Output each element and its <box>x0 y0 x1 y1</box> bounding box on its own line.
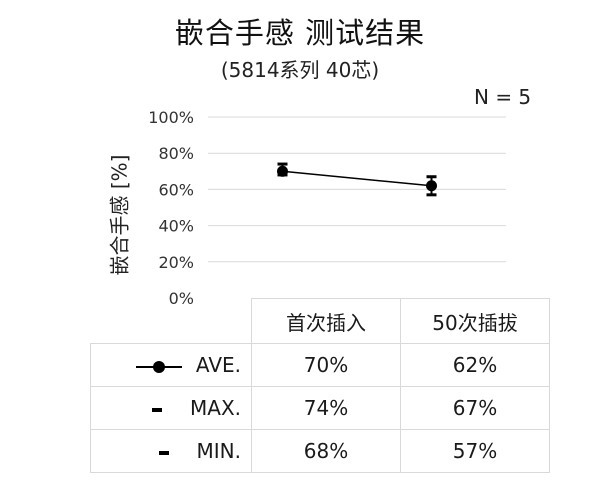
chart-subtitle: (5814系列 40芯) <box>220 58 380 82</box>
table-cell: 62% <box>400 343 550 387</box>
table-cell: 57% <box>400 429 550 473</box>
line-marker-icon <box>135 360 182 373</box>
table-cell: 70% <box>251 343 401 387</box>
table-corner <box>90 298 252 344</box>
y-tick-labels: 0%20%40%60%80%100% <box>148 108 194 308</box>
series-line-ave <box>282 170 432 187</box>
table-header-row: 首次插入 50次插拔 <box>90 298 550 344</box>
dash-marker-icon <box>158 450 169 455</box>
y-tick-label: 80% <box>158 144 194 163</box>
series-name: MAX. <box>190 396 241 420</box>
category-label: 50次插拔 <box>400 298 550 344</box>
data-table: 首次插入 50次插拔 AVE. 70% 62% MAX. 74% 67% MIN… <box>90 298 550 473</box>
legend-entry-min: MIN. <box>90 429 252 473</box>
series-name: AVE. <box>195 353 241 377</box>
y-tick-label: 60% <box>158 180 194 199</box>
data-point-ave <box>426 180 437 192</box>
sample-size-annotation: N = 5 <box>474 85 532 109</box>
y-tick-label: 100% <box>148 108 194 127</box>
table-cell: 74% <box>251 386 401 430</box>
dash-marker-icon <box>152 407 162 412</box>
legend-entry-max: MAX. <box>90 386 252 430</box>
series-name: MIN. <box>196 439 241 463</box>
table-row: MAX. 74% 67% <box>90 386 550 430</box>
legend-entry-ave: AVE. <box>90 343 252 387</box>
data-point-ave <box>277 165 288 177</box>
table-row: MIN. 68% 57% <box>90 429 550 473</box>
y-tick-label: 20% <box>158 253 194 272</box>
series-marks <box>277 162 437 197</box>
table-row: AVE. 70% 62% <box>90 343 550 387</box>
y-tick-label: 40% <box>158 217 194 236</box>
chart-title: 嵌合手感 测试结果 <box>174 16 426 50</box>
gridlines <box>208 116 506 263</box>
category-label: 首次插入 <box>251 298 401 344</box>
table-cell: 68% <box>251 429 401 473</box>
table-cell: 67% <box>400 386 550 430</box>
